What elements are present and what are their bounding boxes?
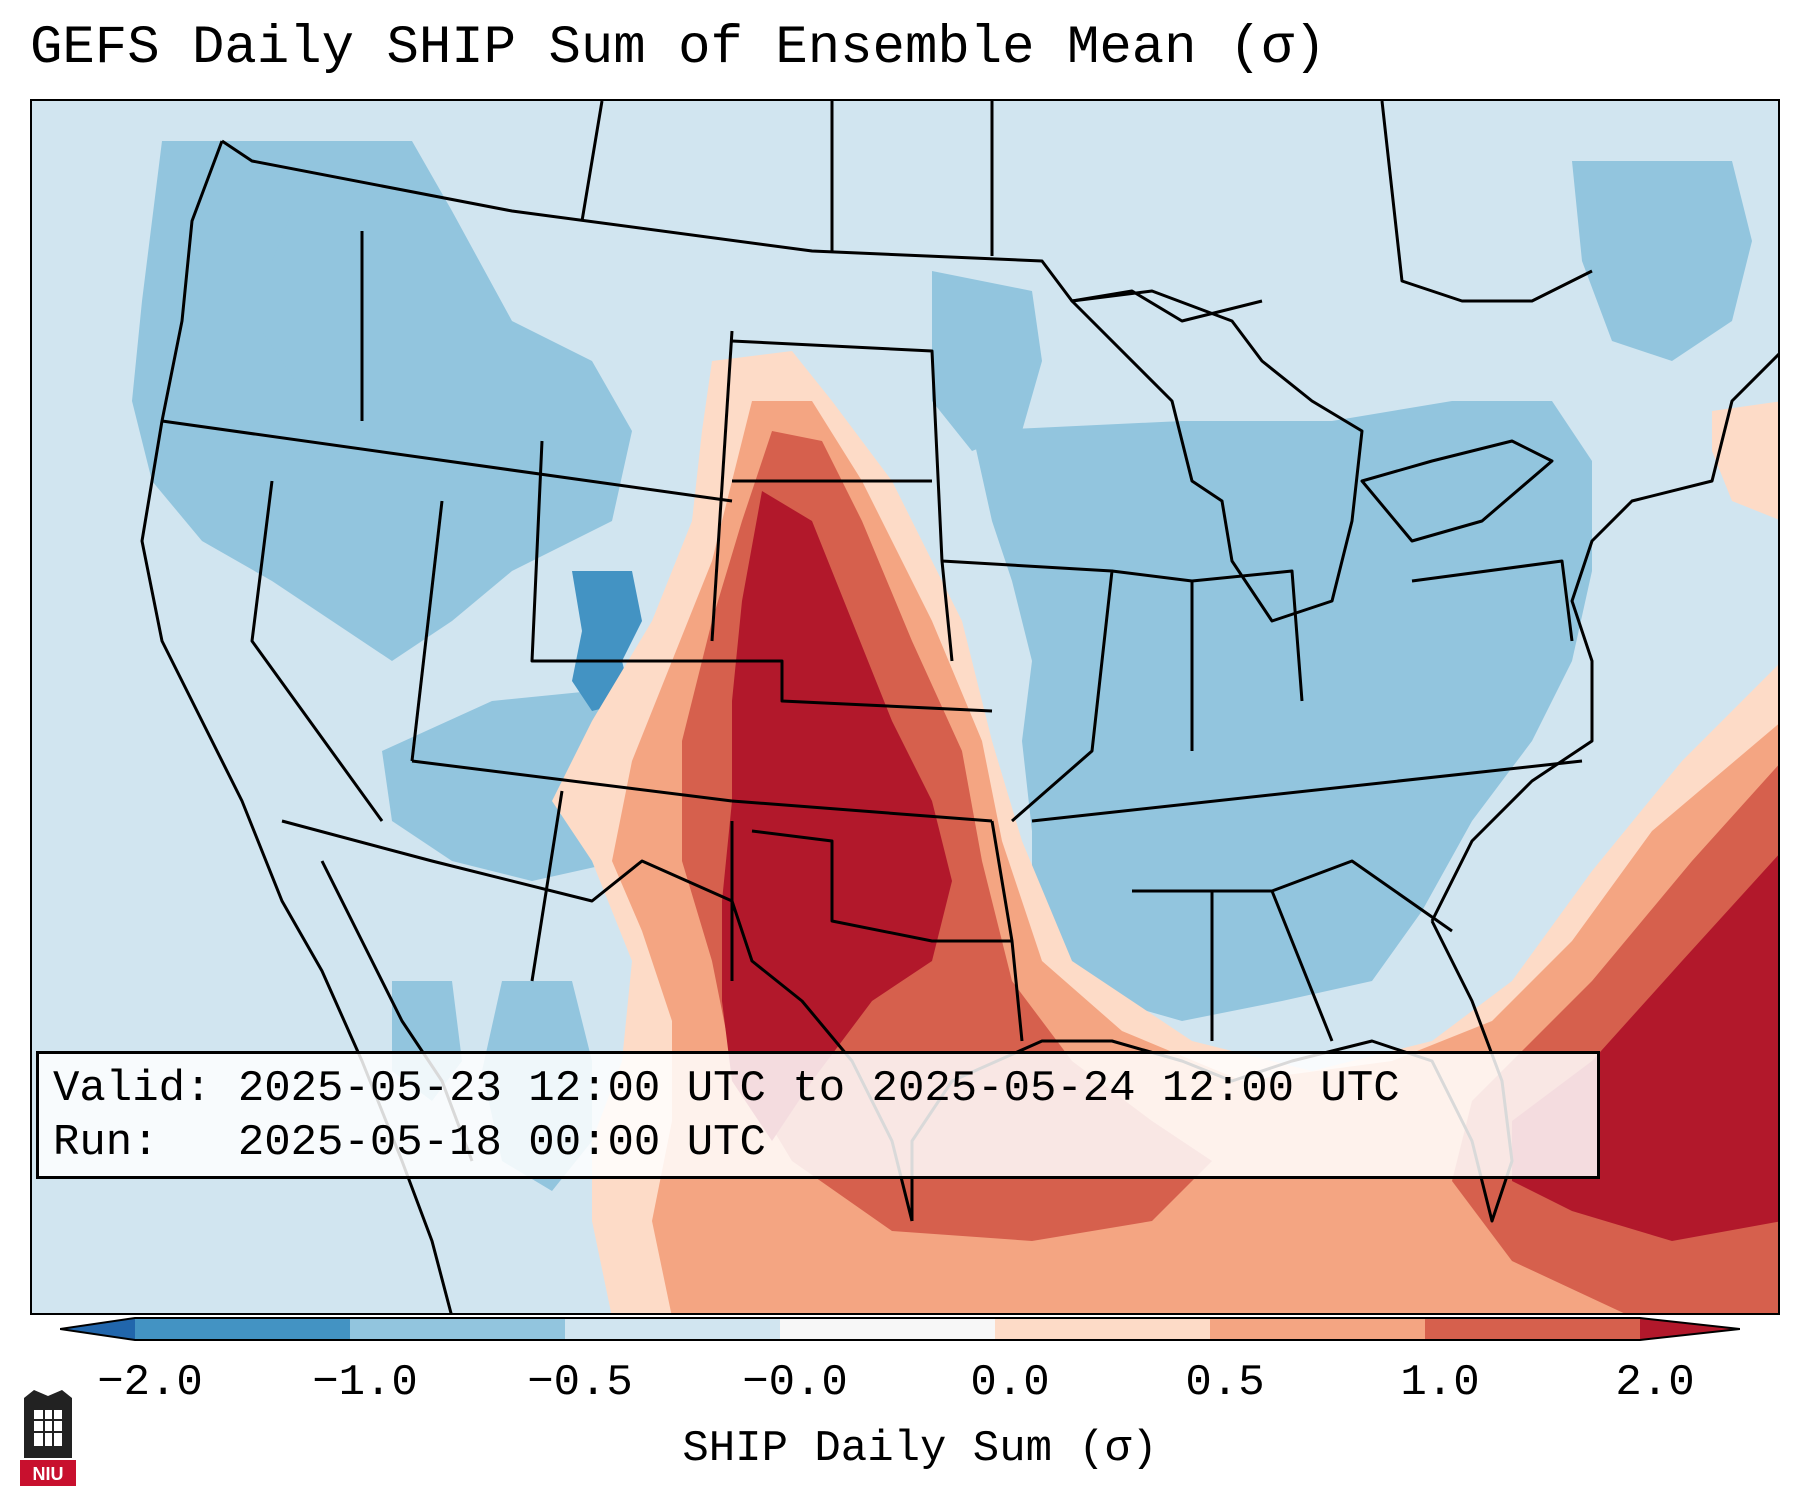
cbar-tick-label: −0.5 bbox=[527, 1358, 633, 1408]
colorbar-label: SHIP Daily Sum (σ) bbox=[682, 1424, 1158, 1474]
valid-row: Valid: 2025-05-23 12:00 UTC to 2025-05-2… bbox=[53, 1062, 1597, 1116]
cbar-seg-neg2-neg1 bbox=[135, 1318, 350, 1340]
cbar-seg-05-1 bbox=[1210, 1318, 1425, 1340]
cbar-seg-0-05 bbox=[995, 1318, 1210, 1340]
valid-run-info-box: Valid: 2025-05-23 12:00 UTC to 2025-05-2… bbox=[36, 1051, 1600, 1179]
extreme-positive-plains bbox=[722, 491, 952, 1141]
valid-value: 2025-05-23 12:00 UTC to 2025-05-24 12:00… bbox=[237, 1064, 1400, 1114]
valid-label: Valid: bbox=[53, 1064, 212, 1114]
cbar-tick-label: 0.5 bbox=[1185, 1358, 1265, 1408]
map-title: GEFS Daily SHIP Sum of Ensemble Mean (σ) bbox=[30, 18, 1327, 79]
run-label: Run: bbox=[53, 1118, 159, 1168]
cbar-tick-label: 0.0 bbox=[970, 1358, 1050, 1408]
run-value: 2025-05-18 00:00 UTC bbox=[237, 1118, 766, 1168]
cbar-tick-label: −2.0 bbox=[97, 1358, 203, 1408]
cbar-tick-label: 2.0 bbox=[1615, 1358, 1695, 1408]
cbar-extend-high bbox=[1640, 1318, 1740, 1340]
cbar-tick-label: −0.0 bbox=[742, 1358, 848, 1408]
cbar-seg-neg1-neg05 bbox=[350, 1318, 565, 1340]
cbar-tick-label: 1.0 bbox=[1400, 1358, 1480, 1408]
cbar-seg-neg05-0 bbox=[565, 1318, 780, 1340]
cbar-tick-label: −1.0 bbox=[312, 1358, 418, 1408]
niu-logo-text: NIU bbox=[33, 1464, 64, 1484]
boundaries bbox=[140, 101, 1778, 1313]
colorbar bbox=[60, 1317, 1740, 1341]
niu-logo: NIU bbox=[20, 1390, 76, 1486]
run-row: Run: 2025-05-18 00:00 UTC bbox=[53, 1116, 1597, 1170]
cbar-seg-1-2 bbox=[1425, 1318, 1640, 1340]
cbar-extend-low bbox=[60, 1318, 135, 1340]
weak-positive-northeast bbox=[1712, 401, 1778, 520]
cbar-seg-zero bbox=[780, 1318, 995, 1340]
